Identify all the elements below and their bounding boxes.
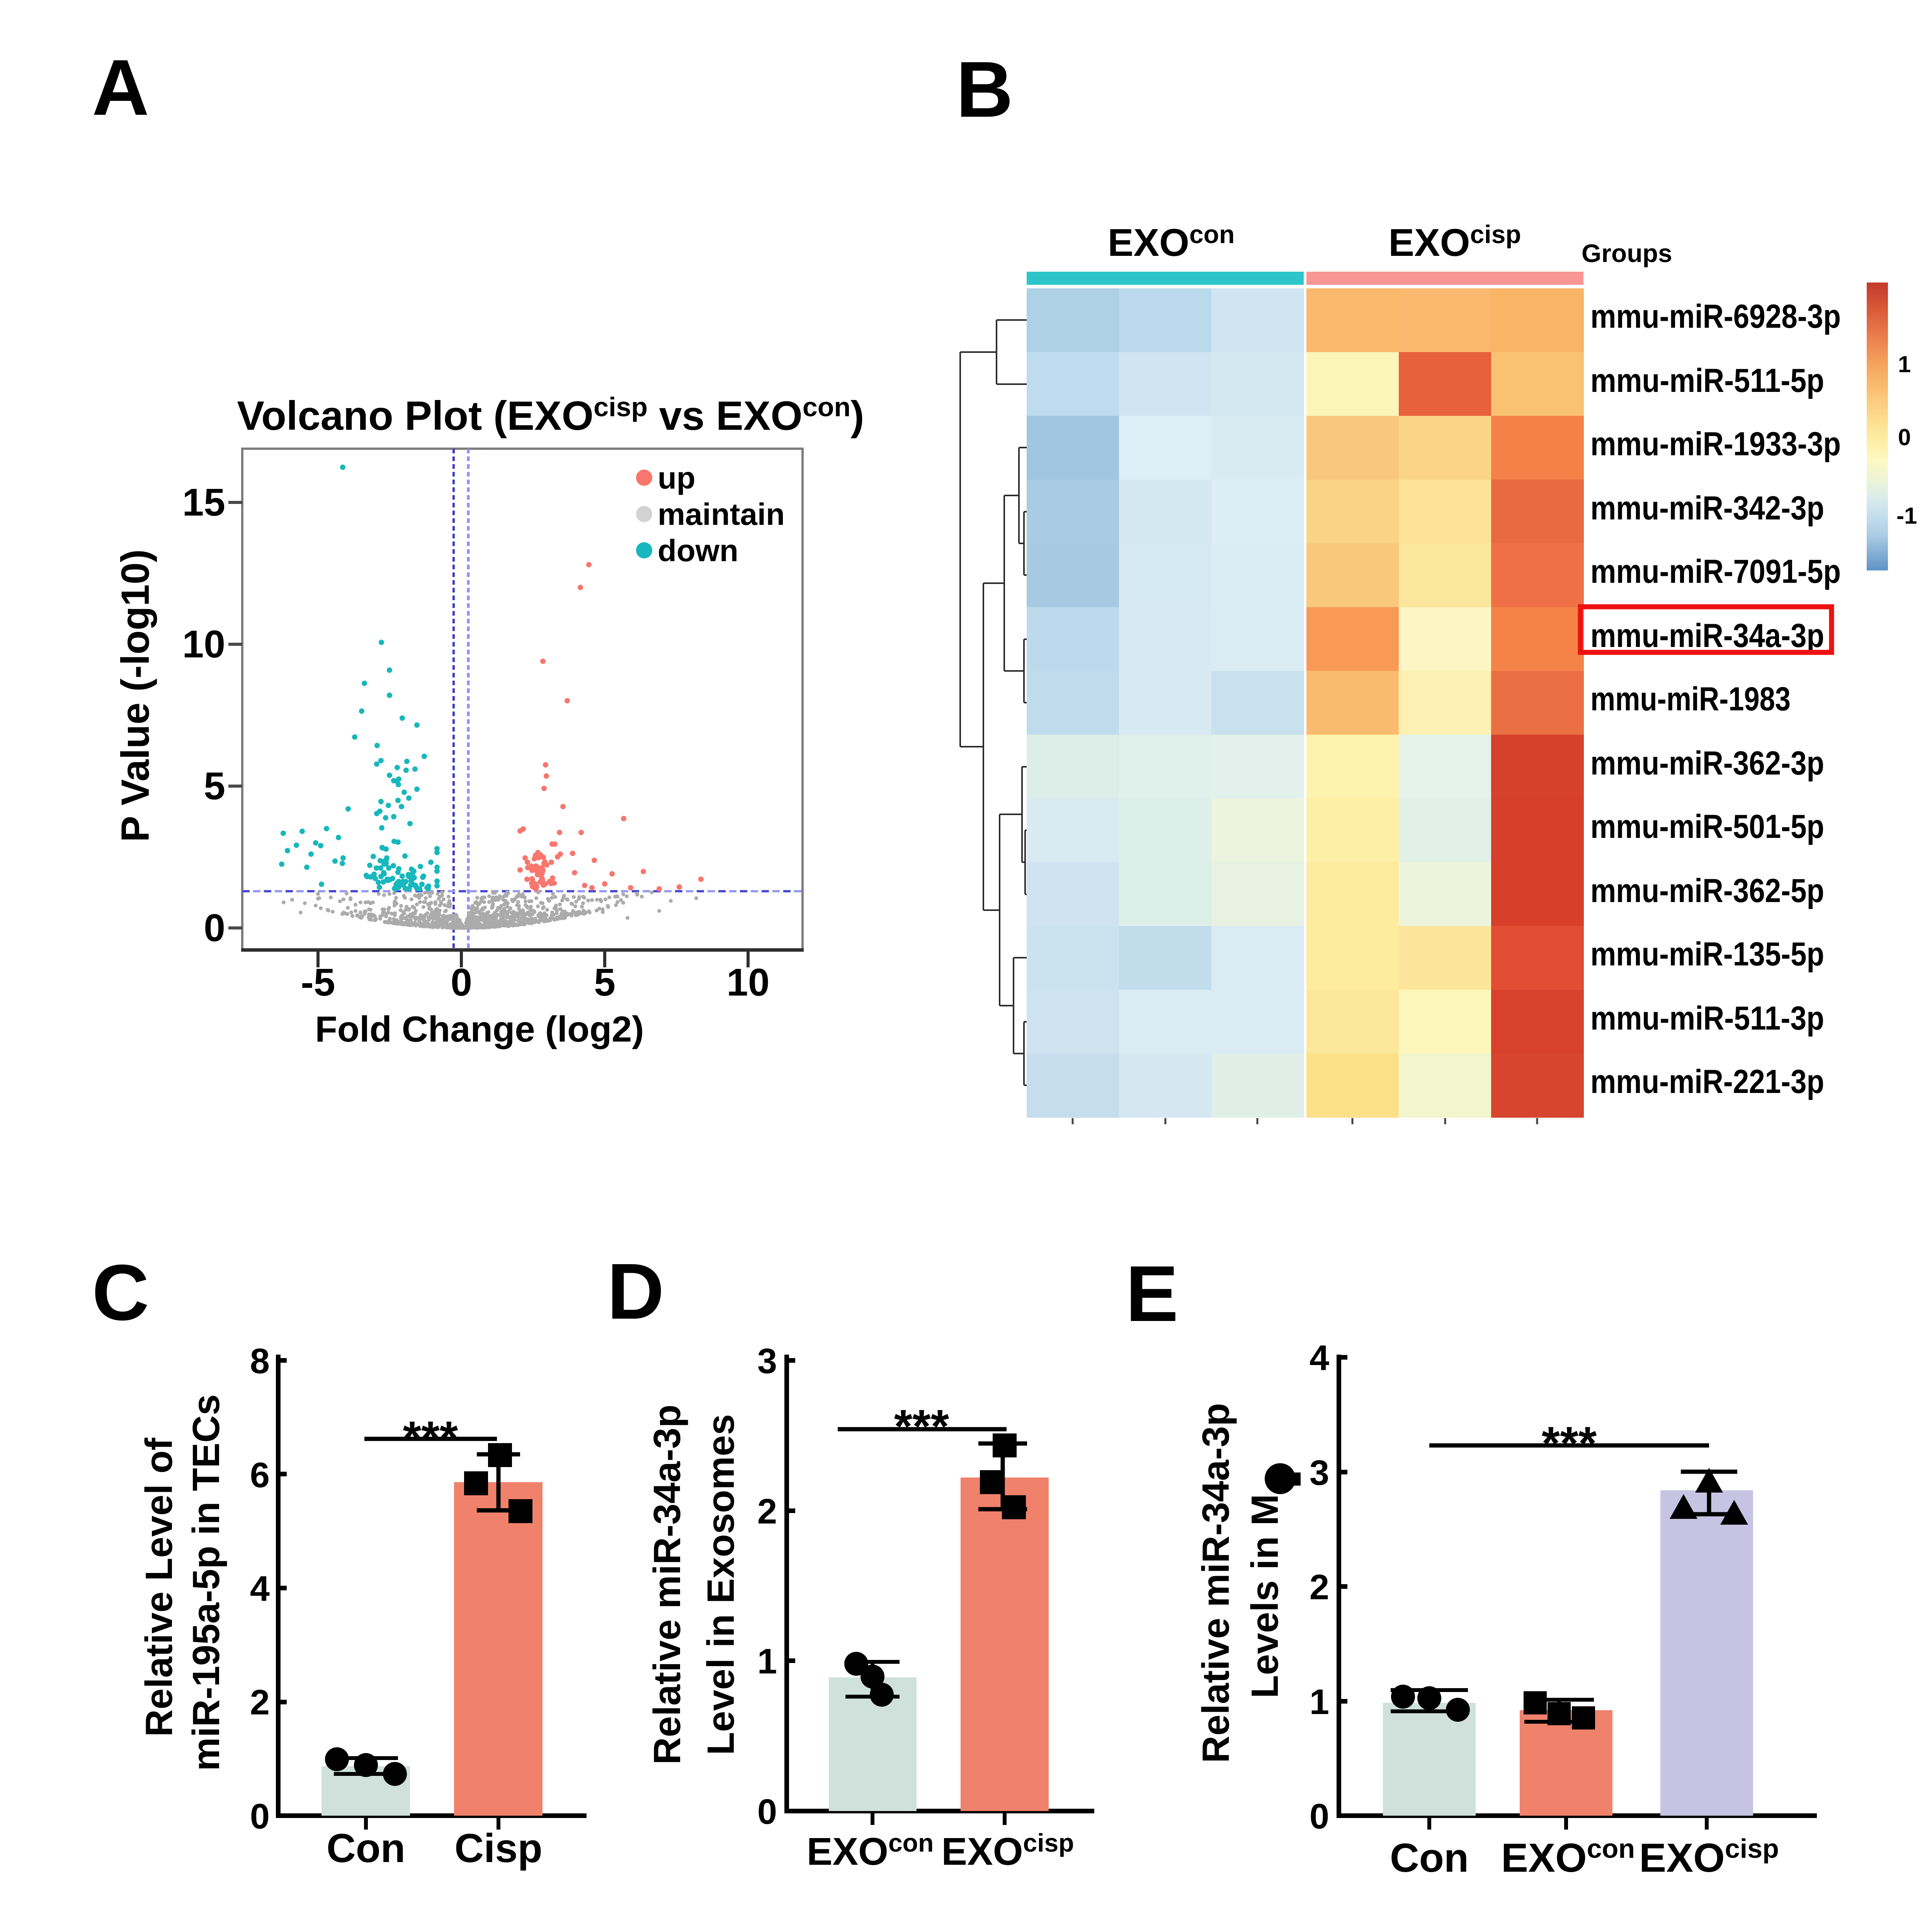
svg-text:mmu-miR-362-3p: mmu-miR-362-3p <box>1590 745 1824 782</box>
svg-text:D: D <box>607 1247 664 1336</box>
svg-text:mmu-miR-511-5p: mmu-miR-511-5p <box>1590 362 1824 399</box>
svg-text:mmu-miR-135-5p: mmu-miR-135-5p <box>1590 936 1824 973</box>
svg-text:0: 0 <box>204 906 225 950</box>
svg-text:Relative miR-34a-3p: Relative miR-34a-3p <box>646 1404 688 1764</box>
svg-text:maintain: maintain <box>658 497 785 531</box>
svg-text:Con: Con <box>327 1826 405 1871</box>
svg-text:mmu-miR-1983: mmu-miR-1983 <box>1590 681 1791 718</box>
svg-text:EXOcisp: EXOcisp <box>1388 220 1521 264</box>
svg-text:0: 0 <box>250 1797 270 1836</box>
svg-text:0: 0 <box>1310 1797 1329 1836</box>
svg-text:8: 8 <box>250 1341 270 1381</box>
svg-text:A: A <box>92 43 149 132</box>
svg-text:***: *** <box>1542 1417 1597 1469</box>
svg-text:C: C <box>92 1248 149 1337</box>
svg-text:0: 0 <box>757 1792 777 1832</box>
svg-text:10: 10 <box>182 623 225 666</box>
svg-text:2: 2 <box>757 1492 777 1531</box>
svg-text:1: 1 <box>1898 351 1911 377</box>
svg-text:-1: -1 <box>1896 503 1917 529</box>
svg-text:2: 2 <box>1310 1568 1329 1607</box>
svg-text:1: 1 <box>757 1642 777 1681</box>
svg-text:***: *** <box>894 1400 949 1452</box>
svg-text:5: 5 <box>594 961 616 1004</box>
svg-text:Con: Con <box>1390 1835 1469 1881</box>
svg-text:mmu-miR-501-5p: mmu-miR-501-5p <box>1590 808 1824 845</box>
svg-text:Relative miR-34a-3p: Relative miR-34a-3p <box>1194 1403 1237 1763</box>
svg-text:6: 6 <box>250 1455 270 1495</box>
svg-text:Groups: Groups <box>1582 239 1672 267</box>
svg-text:E: E <box>1126 1249 1179 1338</box>
svg-text:mmu-miR-362-5p: mmu-miR-362-5p <box>1590 872 1824 909</box>
svg-text:Fold Change (log2): Fold Change (log2) <box>315 1009 644 1049</box>
svg-text:4: 4 <box>1310 1338 1329 1378</box>
svg-text:5: 5 <box>204 764 225 808</box>
svg-text:mmu-miR-1933-3p: mmu-miR-1933-3p <box>1590 426 1841 463</box>
svg-text:-5: -5 <box>301 961 335 1004</box>
svg-text:mmu-miR-511-3p: mmu-miR-511-3p <box>1590 1000 1824 1037</box>
svg-text:0: 0 <box>1898 424 1911 450</box>
svg-text:Levels in M: Levels in M <box>1243 1494 1286 1698</box>
svg-text:up: up <box>658 461 696 495</box>
svg-text:Cisp: Cisp <box>454 1826 543 1871</box>
svg-text:mmu-miR-7091-5p: mmu-miR-7091-5p <box>1590 553 1841 590</box>
svg-text:10: 10 <box>726 961 769 1004</box>
svg-text:4: 4 <box>250 1569 270 1609</box>
svg-text:mmu-miR-6928-3p: mmu-miR-6928-3p <box>1590 298 1841 335</box>
svg-text:0: 0 <box>451 961 472 1004</box>
svg-text:Relative Level of: Relative Level of <box>138 1438 180 1737</box>
svg-text:2: 2 <box>250 1683 270 1722</box>
svg-text:1: 1 <box>1310 1682 1329 1722</box>
svg-text:miR-195a-5p in TECs: miR-195a-5p in TECs <box>185 1394 227 1771</box>
svg-text:***: *** <box>403 1411 458 1464</box>
svg-text:3: 3 <box>1310 1453 1329 1493</box>
svg-text:Level in Exosomes: Level in Exosomes <box>699 1414 742 1755</box>
svg-text:B: B <box>956 45 1013 134</box>
svg-text:15: 15 <box>182 481 225 524</box>
svg-text:down: down <box>658 533 738 568</box>
svg-text:P Value (-log10): P Value (-log10) <box>113 549 157 842</box>
svg-text:Volcano Plot (EXOcisp vs EXOco: Volcano Plot (EXOcisp vs EXOcon) <box>237 392 864 439</box>
svg-text:3: 3 <box>757 1341 777 1381</box>
svg-text:mmu-miR-221-3p: mmu-miR-221-3p <box>1590 1063 1824 1100</box>
svg-text:mmu-miR-342-3p: mmu-miR-342-3p <box>1590 490 1824 527</box>
svg-text:mmu-miR-34a-3p: mmu-miR-34a-3p <box>1590 617 1824 654</box>
